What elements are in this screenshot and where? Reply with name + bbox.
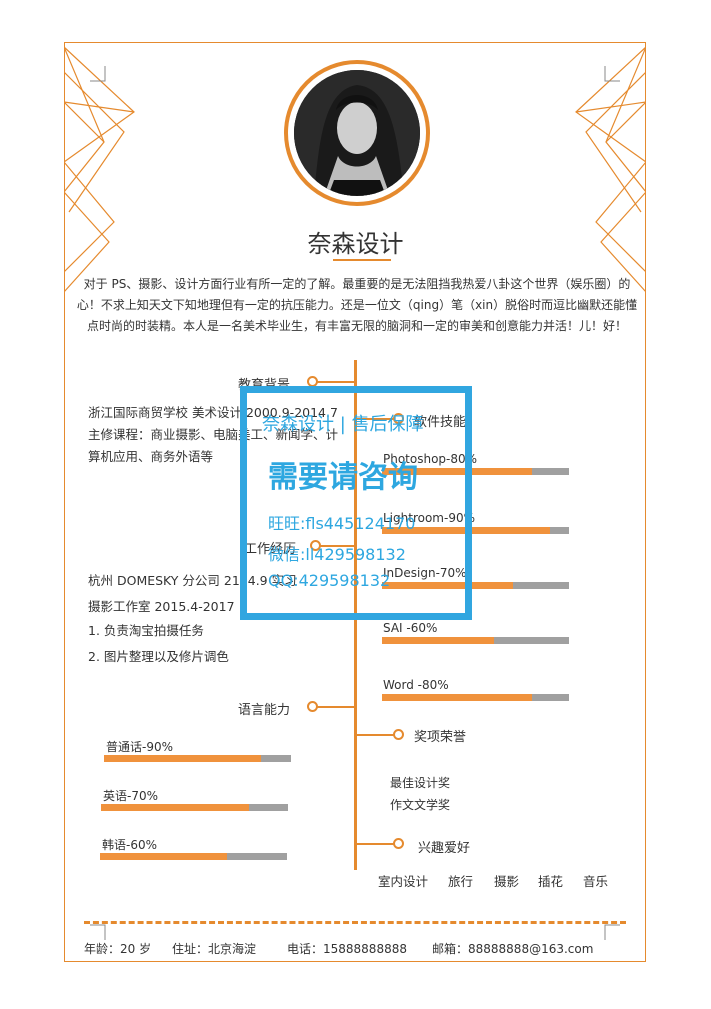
page-title: 奈森设计 [307,230,404,258]
section-heading-awards: 奖项荣誉 [414,730,467,745]
skill-bar [382,468,569,475]
footer-age: 年龄：20 岁 [84,942,152,956]
skill-label: InDesign-70% [383,566,467,580]
intro-paragraph: 对于 PS、摄影、设计方面行业有所一定的了解。最重要的是无法阻挡我热爱八卦这个世… [76,277,638,333]
language-label: 英语-70% [103,789,159,803]
section-heading-language: 语言能力 [238,703,291,718]
corner-mark-top-left [90,66,106,82]
work-item: 1. 负责淘宝拍摄任务 [88,623,204,638]
skill-label: Lightroom-90% [383,511,475,525]
section-heading-skills: 软件技能 [414,415,467,430]
avatar [294,70,420,196]
watermark-text: 奈森设计 | 售后保障 [262,414,424,435]
skill-bar [382,582,569,589]
language-bar [104,755,291,762]
hobby-item: 音乐 [583,874,609,889]
skill-label: Word -80% [383,678,449,692]
skill-bar-fill [382,468,532,475]
hobby-item: 室内设计 [378,874,429,889]
portrait-photo [294,70,420,196]
footer-divider [84,921,626,924]
connector [357,843,397,845]
connector [312,381,355,383]
language-bar-fill [101,804,249,811]
footer-email: 邮箱：88888888@163.com [432,942,594,956]
skill-bar [382,694,569,701]
connector [315,545,355,547]
watermark-box [240,386,472,620]
timeline-dot [393,729,404,740]
timeline-dot [310,540,321,551]
hobby-item: 摄影 [494,874,520,889]
geometric-decoration-right [575,46,646,293]
hobby-item: 插花 [538,874,564,889]
work-line: 摄影工作室 2015.4-2017 [88,599,235,614]
award-item: 作文文学奖 [390,798,451,812]
watermark-text: 旺旺:fls445124170 [268,514,416,533]
watermark-text: 微信:ll429598132 [268,545,406,564]
timeline-dot [393,413,404,424]
language-bar-fill [100,853,228,860]
footer-phone: 电话：15888888888 [287,942,407,956]
language-bar [101,804,288,811]
skill-bar-fill [382,582,513,589]
title-underline [333,259,391,261]
skill-bar [382,637,569,644]
timeline-dot [393,838,404,849]
timeline-dot [307,701,318,712]
language-label: 韩语-60% [102,838,158,852]
language-bar [100,853,287,860]
skill-label: SAI -60% [383,621,438,635]
corner-mark-top-right [604,66,620,82]
language-bar-fill [104,755,262,762]
watermark-text: QQ:429598132 [268,571,391,590]
connector [357,418,397,420]
work-item: 2. 图片整理以及修片调色 [88,649,229,664]
footer-address: 住址：北京海淀 [172,942,257,956]
language-label: 普通话-90% [106,740,174,754]
geometric-decoration-left [64,46,135,293]
skill-bar-fill [382,694,532,701]
education-line: 主修课程：商业摄影、电脑美工、新闻学、计 [88,427,339,442]
connector [357,734,397,736]
corner-mark-bottom-right [604,924,620,940]
section-heading-work: 工作经历 [244,542,297,557]
avatar-frame [284,60,430,206]
award-item: 最佳设计奖 [390,776,451,790]
watermark-text: 需要请咨询 [268,460,418,495]
hobby-item: 旅行 [448,874,474,889]
skill-label: Photoshop-80% [383,452,478,466]
skill-bar-fill [382,637,495,644]
resume-frame [64,42,646,962]
section-heading-hobbies: 兴趣爱好 [418,841,471,856]
corner-mark-bottom-left [90,924,106,940]
education-line: 浙江国际商贸学校 美术设计 2000.9-2014.7 [88,405,338,420]
education-line: 算机应用、商务外语等 [88,449,214,464]
connector [313,706,355,708]
